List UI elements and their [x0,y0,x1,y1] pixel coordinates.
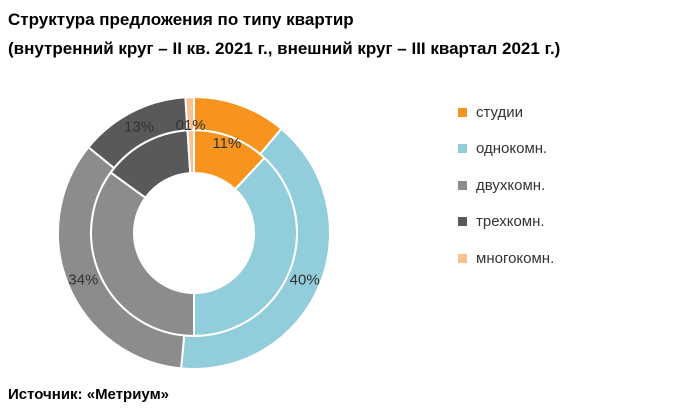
data-label-3: 13% [124,118,154,135]
legend-swatch [458,253,467,263]
outer-slice-1 [179,127,331,370]
legend-label: многокомн. [476,249,555,267]
chart-legend: студии однокомн. двухкомн. трехкомн. многоко… [458,104,554,287]
legend-label: однокомн. [476,140,548,157]
legend-swatch [458,217,467,226]
legend-label: двухкомн. [476,176,546,194]
data-label-0: 11% [212,135,241,152]
chart-title-line-1: Структура предложения по типу квартир [8,10,354,29]
legend-label: трехкомн. [476,213,545,230]
data-label-2: 34% [68,271,98,288]
legend-swatch [458,180,467,190]
legend-item: двухкомн. [458,176,554,194]
outer-slice-4 [184,95,195,132]
chart-title: Структура предложения по типу квартир (в… [8,5,560,63]
source-note: Источник: «Метриум» [8,386,170,403]
legend-item: однокомн. [458,140,554,157]
legend-item: трехкомн. [458,213,554,230]
legend-item: студии [458,103,554,121]
legend-swatch [458,144,467,153]
legend-swatch [458,107,467,117]
chart-title-line-2: (внутренний круг – II кв. 2021 г., внешн… [8,39,561,58]
data-label-1: 40% [290,271,320,288]
legend-item: многокомн. [458,249,555,267]
legend-label: студии [476,103,524,121]
data-label-4: 01% [176,117,206,134]
